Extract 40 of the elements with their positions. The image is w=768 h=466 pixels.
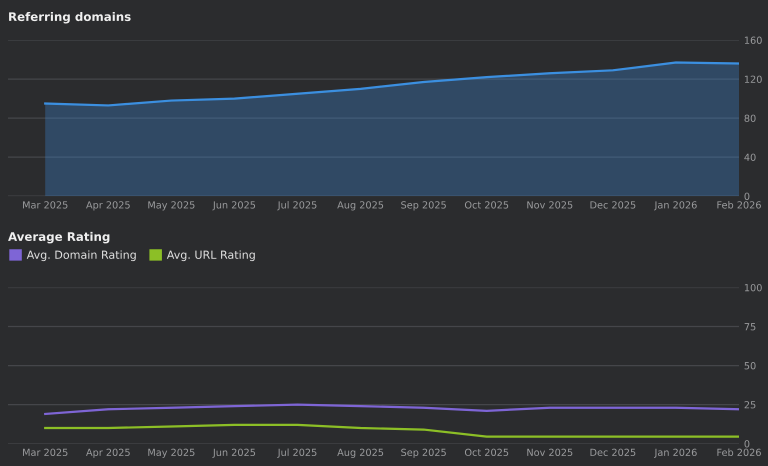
- x-tick-label: Dec 2025: [590, 448, 636, 456]
- x-tick-label: Jul 2025: [277, 201, 316, 210]
- y-tick-label: 80: [744, 114, 756, 122]
- x-tick-label: May 2025: [148, 448, 194, 458]
- x-tick-label: May 2025: [148, 201, 194, 210]
- x-tick-label: Apr 2025: [86, 448, 130, 458]
- line-series: [44, 424, 739, 438]
- x-tick-label: Sep 2025: [401, 448, 446, 458]
- x-tick-label: Mar 2025: [23, 201, 68, 209]
- y-tick-label: 25: [744, 401, 756, 408]
- x-tick-label: Jul 2025: [277, 448, 316, 458]
- x-tick-label: Oct 2025: [464, 448, 508, 456]
- chart-title: Average Rating: [8, 232, 110, 244]
- y-tick-label: 40: [744, 154, 756, 161]
- x-tick-label: Aug 2025: [337, 448, 384, 458]
- y-tick-label: 50: [744, 362, 756, 370]
- y-tick-label: 100: [744, 284, 762, 292]
- x-tick-label: Sep 2025: [401, 201, 446, 210]
- x-tick-label: Apr 2025: [86, 201, 130, 210]
- x-tick-label: Oct 2025: [464, 201, 508, 209]
- x-tick-label: Feb 2026: [717, 201, 761, 209]
- x-tick-label: Nov 2025: [527, 201, 572, 209]
- y-tick-label: 0: [744, 440, 750, 448]
- x-tick-label: Jan 2026: [654, 448, 697, 458]
- x-tick-label: Aug 2025: [337, 201, 384, 210]
- y-tick-label: 160: [744, 36, 762, 44]
- y-tick-label: 75: [744, 323, 756, 330]
- x-tick-label: Jun 2025: [212, 448, 256, 458]
- y-tick-label: 0: [744, 192, 750, 200]
- legend-label: Avg. URL Rating: [166, 250, 255, 262]
- x-tick-label: Feb 2026: [717, 448, 761, 456]
- x-tick-label: Nov 2025: [527, 448, 572, 456]
- x-tick-label: Jun 2025: [212, 201, 256, 210]
- y-tick-label: 120: [744, 76, 762, 83]
- line-series: [44, 403, 739, 416]
- chart-title: Referring domains: [9, 12, 131, 24]
- x-tick-label: Dec 2025: [590, 201, 636, 209]
- legend-label: Avg. Domain Rating: [26, 250, 136, 262]
- x-tick-label: Jan 2026: [654, 201, 697, 210]
- x-tick-label: Mar 2025: [23, 448, 68, 456]
